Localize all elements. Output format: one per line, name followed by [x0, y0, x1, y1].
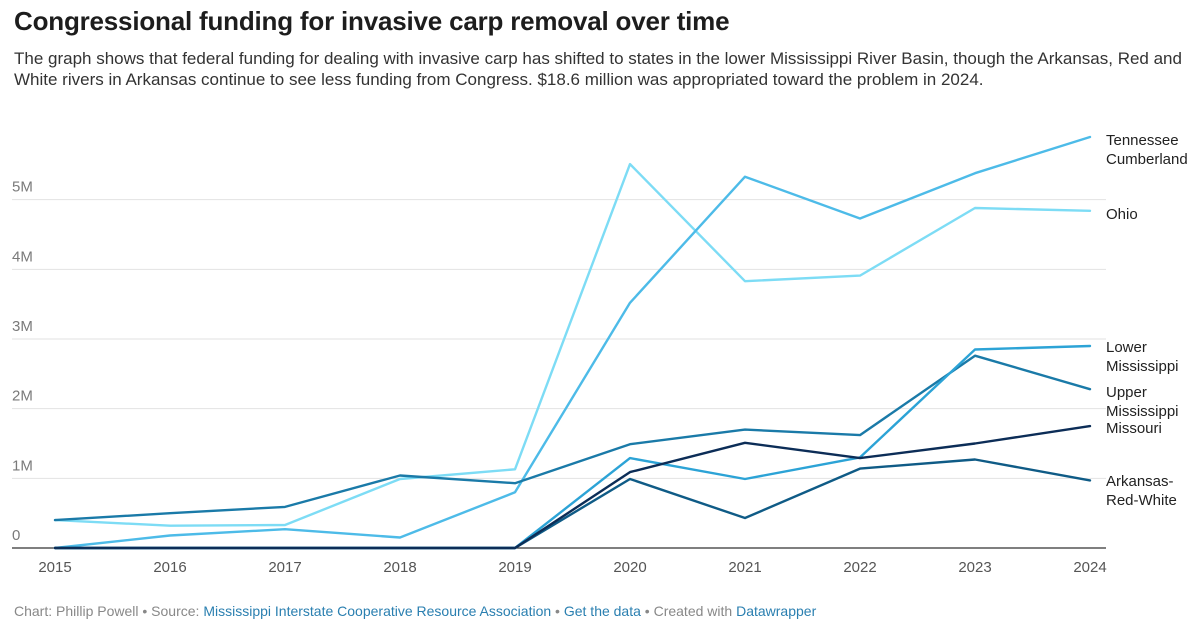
x-tick-label: 2019 — [498, 559, 531, 576]
x-tick-label: 2021 — [728, 559, 761, 576]
datawrapper-link[interactable]: Datawrapper — [736, 603, 817, 619]
series-label-upper-mississippi: Upper — [1106, 384, 1147, 401]
chart-footer: Chart: Phillip Powell • Source: Mississi… — [14, 603, 816, 619]
x-tick-label: 2017 — [268, 559, 301, 576]
chart-title: Congressional funding for invasive carp … — [14, 6, 730, 36]
x-tick-label: 2023 — [958, 559, 991, 576]
footer-created-with: • Created with — [640, 603, 737, 619]
x-tick-label: 2022 — [843, 559, 876, 576]
series-label-ohio: Ohio — [1106, 206, 1138, 223]
get-the-data-link[interactable]: Get the data — [563, 603, 641, 619]
series-line-lower-mississippi — [53, 344, 1092, 550]
x-tick-label: 2015 — [38, 559, 71, 576]
series-line-upper-mississippi — [53, 354, 1092, 522]
x-tick-label: 2016 — [153, 559, 186, 576]
series-label-missouri: Missouri — [1106, 420, 1162, 437]
footer-separator: • — [551, 603, 564, 619]
series-line-tennessee-cumberland — [53, 135, 1092, 550]
line-chart: 0 1M 2M 3M 4M 5M 2015 2016 2017 2018 2019 2020 2021 2… — [12, 132, 1188, 576]
x-tick-label: 2024 — [1073, 559, 1106, 576]
series-label-lower-mississippi: Mississippi — [1106, 358, 1179, 375]
footer-source-link[interactable]: Mississippi Interstate Cooperative Resou… — [203, 603, 552, 619]
series-label-tennessee-cumberland: Tennessee — [1106, 132, 1179, 149]
series-label-lower-mississippi: Lower — [1106, 339, 1147, 356]
footer-credit: Chart: Phillip Powell — [14, 603, 139, 619]
series-label-arkansas-red-white: Arkansas- — [1106, 473, 1174, 490]
y-tick-label: 1M — [12, 457, 33, 474]
series-label-arkansas-red-white: Red-White — [1106, 492, 1177, 509]
x-tick-label: 2020 — [613, 559, 646, 576]
series-label-tennessee-cumberland: Cumberland — [1106, 151, 1188, 168]
y-tick-label: 2M — [12, 388, 33, 405]
chart-subtitle: The graph shows that federal funding for… — [14, 49, 1182, 89]
series-line-ohio — [53, 162, 1092, 527]
y-tick-label: 4M — [12, 248, 33, 265]
series-label-upper-mississippi: Mississippi — [1106, 403, 1179, 420]
y-tick-label: 5M — [12, 179, 33, 196]
x-tick-label: 2018 — [383, 559, 416, 576]
series-line-missouri — [53, 424, 1092, 550]
y-tick-label: 3M — [12, 318, 33, 335]
footer-source-prefix: • Source: — [138, 603, 204, 619]
y-tick-label: 0 — [12, 527, 20, 544]
